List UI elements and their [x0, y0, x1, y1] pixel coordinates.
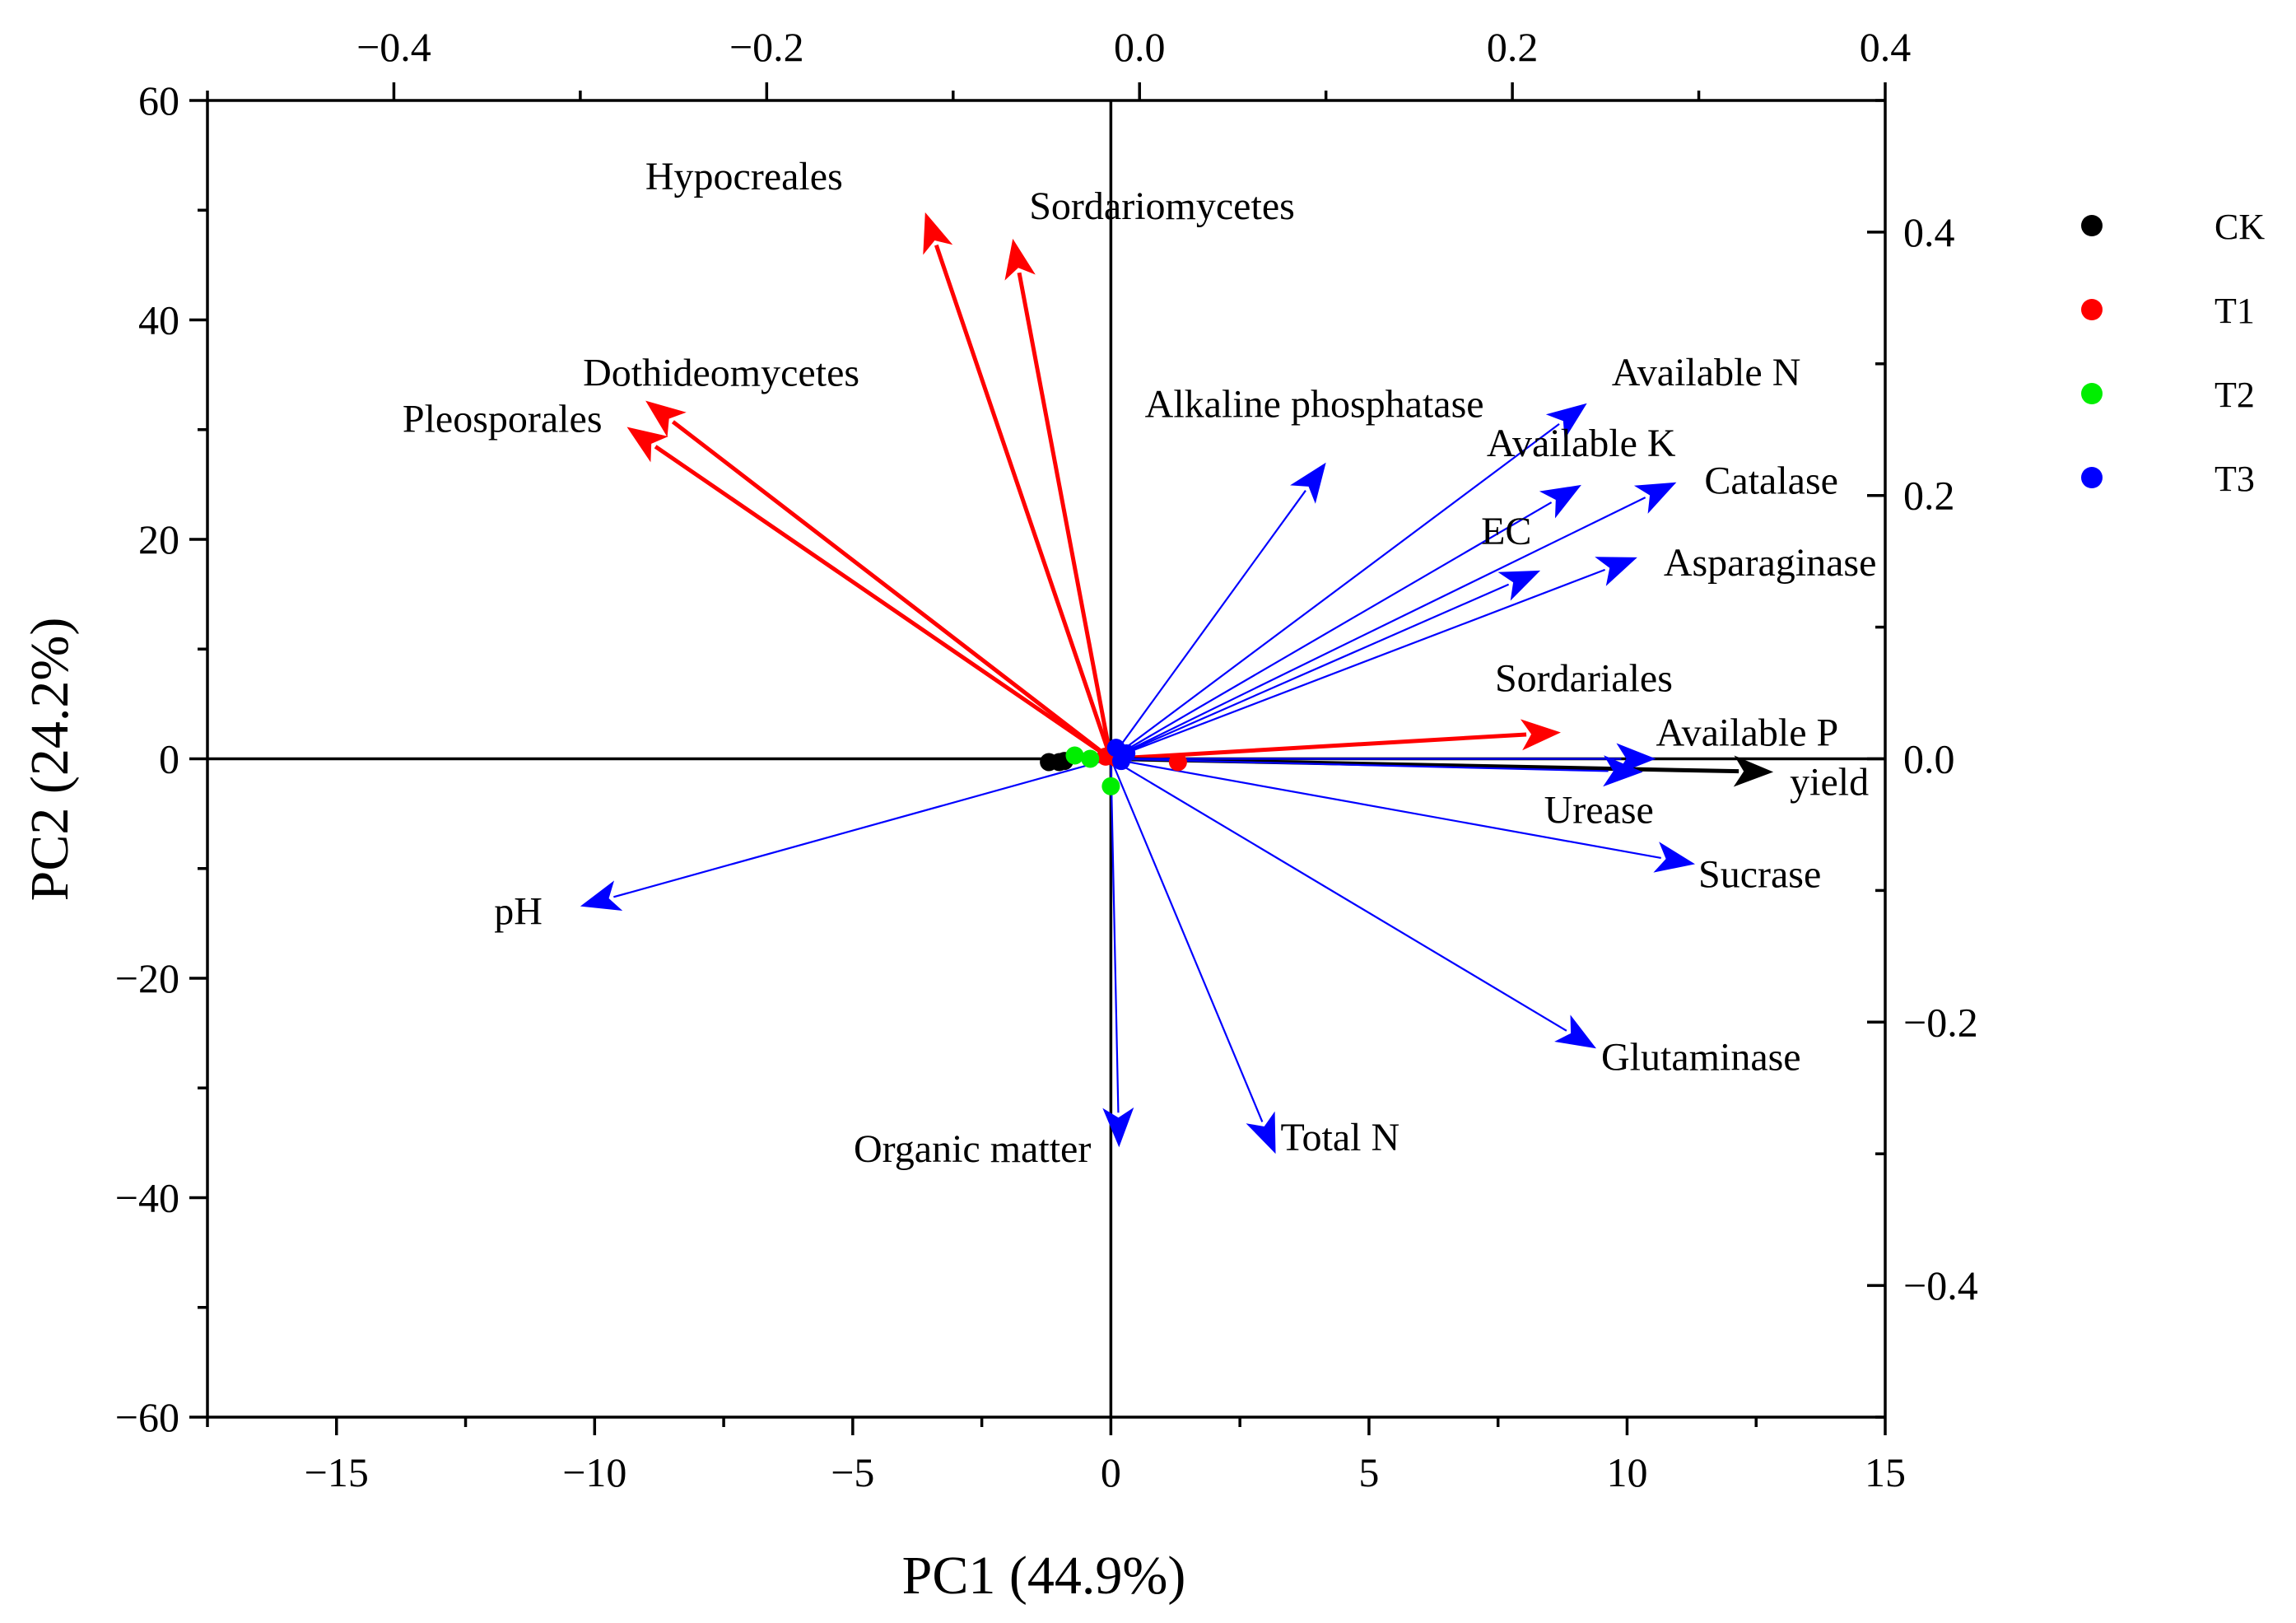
sample-point-t2	[1081, 749, 1100, 768]
loading-arrowhead-dothideomycetes	[645, 400, 687, 437]
loading-label-organic-matter: Organic matter	[854, 1127, 1091, 1171]
y-left-tick-label: −20	[115, 955, 179, 1001]
legend-label-ck: CK	[2214, 207, 2265, 247]
y-right-tick-label: −0.4	[1903, 1262, 1978, 1308]
x-top-tick-label: −0.2	[729, 24, 804, 70]
loading-arrowhead-sordariales	[1520, 719, 1561, 751]
sample-point-t3	[1111, 752, 1130, 771]
loading-label-ec: EC	[1481, 510, 1531, 553]
x-bottom-tick-label: −10	[562, 1449, 626, 1495]
loading-arrowhead-organic-matter	[1102, 1107, 1134, 1148]
loading-arrowhead-ph	[580, 880, 623, 912]
axis-tick-labels: −15 −10 −5 0 5 10 15 −60 −40 −20 0 20 40 60 −0.4 −0.2 0.…	[115, 24, 1978, 1495]
y-right-tick-label: 0.2	[1903, 473, 1955, 519]
loading-arrowhead-catalase	[1633, 482, 1677, 514]
loading-arrowhead-alkaline-phosphatase	[1290, 462, 1326, 504]
loading-arrow-available-k	[1110, 501, 1553, 760]
loading-arrowhead-yield	[1733, 755, 1774, 787]
loading-arrow-pleosporales	[654, 445, 1112, 761]
loading-arrow-hypocreales	[934, 244, 1113, 760]
loading-arrowhead-available-k	[1539, 484, 1581, 519]
loading-arrow-sordariomycetes	[1017, 272, 1113, 759]
legend-marker-ck	[2081, 215, 2103, 236]
loading-arrowhead-pleosporales	[626, 427, 668, 463]
x-bottom-tick-label: −5	[831, 1449, 874, 1495]
loading-label-catalase: Catalase	[1704, 459, 1838, 503]
y-right-tick-label: 0.4	[1903, 209, 1955, 255]
legend-label-t2: T2	[2214, 375, 2255, 415]
loading-label-yield: yield	[1790, 760, 1869, 804]
loading-label-urease: Urease	[1544, 788, 1654, 832]
loading-arrow-alkaline-phosphatase	[1110, 490, 1306, 760]
loading-arrow-asparaginase	[1110, 568, 1605, 760]
legend-marker-t1	[2081, 299, 2103, 320]
loading-label-pleosporales: Pleosporales	[403, 398, 603, 441]
loading-arrow-dothideomycetes	[671, 420, 1112, 761]
loading-arrowhead-glutaminase	[1554, 1014, 1597, 1049]
x-top-tick-label: 0.2	[1487, 24, 1539, 70]
x-bottom-tick-label: 0	[1101, 1449, 1121, 1495]
loading-arrow-available-n	[1110, 423, 1560, 760]
sample-point-t1	[1168, 753, 1187, 772]
sample-point-t2	[1065, 746, 1084, 765]
y-axis-title: PC2 (24.2%)	[20, 618, 80, 902]
loading-label-sordariomycetes: Sordariomycetes	[1029, 184, 1295, 228]
loading-label-dothideomycetes: Dothideomycetes	[583, 352, 859, 395]
loading-label-total-n: Total N	[1281, 1116, 1400, 1159]
y-left-tick-label: 60	[138, 77, 179, 124]
x-bottom-tick-label: −15	[305, 1449, 369, 1495]
loading-label-available-n: Available N	[1612, 351, 1801, 394]
y-left-tick-label: 40	[138, 297, 179, 343]
x-top-tick-label: 0.0	[1114, 24, 1166, 70]
loading-arrow-ph	[613, 758, 1111, 898]
axis-ticks	[189, 82, 1887, 1435]
loading-arrow-catalase	[1110, 497, 1646, 760]
legend-marker-t2	[2081, 383, 2103, 404]
x-bottom-tick-label: 5	[1358, 1449, 1379, 1495]
x-top-tick-label: −0.4	[356, 24, 431, 70]
loading-arrowhead-sordariomycetes	[1004, 238, 1036, 281]
loading-arrow-total-n	[1110, 758, 1264, 1122]
legend-marker-t3	[2081, 467, 2103, 488]
y-left-tick-label: −40	[115, 1175, 179, 1221]
loading-label-alkaline-phosphatase: Alkaline phosphatase	[1145, 383, 1484, 427]
loading-label-available-p: Available P	[1656, 711, 1838, 755]
loading-arrowhead-total-n	[1246, 1111, 1276, 1154]
loading-arrow-ec	[1110, 583, 1510, 760]
y-left-tick-label: 0	[159, 736, 179, 782]
legend: CK T1 T2 T3	[2081, 207, 2265, 499]
loading-label-available-k: Available K	[1487, 422, 1676, 465]
loading-arrow-glutaminase	[1110, 758, 1567, 1032]
y-right-tick-label: −0.2	[1903, 999, 1978, 1045]
loading-label-sordariales: Sordariales	[1495, 657, 1673, 701]
legend-label-t3: T3	[2214, 459, 2255, 499]
loading-labels: Hypocreales Sordariomycetes Dothideomycete…	[403, 155, 1877, 1171]
loading-arrow-sucrase	[1111, 758, 1661, 860]
sample-point-t2	[1101, 777, 1120, 795]
loading-arrow-urease	[1111, 758, 1609, 772]
loading-label-hypocreales: Hypocreales	[645, 155, 843, 198]
loading-arrowhead-available-n	[1545, 403, 1587, 440]
sample-points	[1040, 739, 1187, 795]
loading-arrows	[580, 212, 1774, 1154]
x-bottom-tick-label: 10	[1606, 1449, 1647, 1495]
loading-arrowhead-hypocreales	[923, 212, 953, 255]
loading-label-ph: pH	[494, 890, 543, 934]
y-left-tick-label: 20	[138, 516, 179, 562]
loading-arrowhead-urease	[1603, 755, 1643, 787]
loading-arrowhead-asparaginase	[1595, 557, 1637, 586]
y-right-tick-label: 0.0	[1903, 736, 1955, 782]
loading-label-glutaminase: Glutaminase	[1601, 1035, 1801, 1079]
legend-label-t1: T1	[2214, 291, 2255, 331]
loading-label-asparaginase: Asparaginase	[1664, 541, 1877, 585]
y-left-tick-label: −60	[115, 1394, 179, 1440]
x-bottom-tick-label: 15	[1865, 1449, 1906, 1495]
loading-arrow-organic-matter	[1110, 758, 1120, 1113]
loading-arrowhead-ec	[1497, 570, 1541, 601]
x-axis-title: PC1 (44.9%)	[902, 1546, 1186, 1606]
loading-arrowhead-sucrase	[1653, 842, 1696, 873]
x-top-tick-label: 0.4	[1860, 24, 1912, 70]
loading-label-sucrase: Sucrase	[1698, 852, 1821, 896]
